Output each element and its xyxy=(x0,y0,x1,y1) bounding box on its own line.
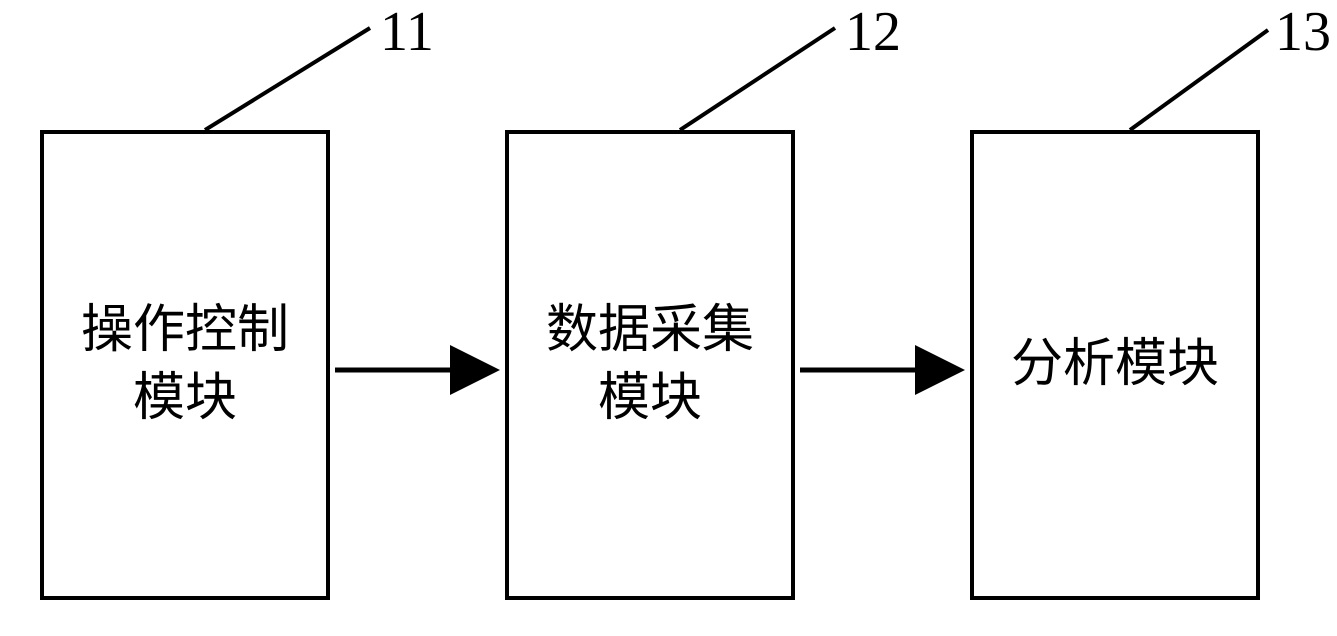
diagram-container: 操作控制 模块 数据采集 模块 分析模块 11 12 13 xyxy=(0,0,1337,636)
box-data-acquisition: 数据采集 模块 xyxy=(505,130,795,600)
ref-number-11: 11 xyxy=(380,0,434,64)
box-label: 数据采集 模块 xyxy=(546,297,754,432)
label-line1: 操作控制 xyxy=(81,302,289,359)
box-label: 操作控制 模块 xyxy=(81,297,289,432)
label-line1: 数据采集 xyxy=(546,302,754,359)
label-line2: 模块 xyxy=(133,370,237,427)
box-operation-control: 操作控制 模块 xyxy=(40,130,330,600)
label-line2: 模块 xyxy=(598,370,702,427)
ref-number-12: 12 xyxy=(845,0,901,64)
ref-number-13: 13 xyxy=(1275,0,1331,64)
box-analysis: 分析模块 xyxy=(970,130,1260,600)
box-label: 分析模块 xyxy=(1011,331,1219,399)
label-line1: 分析模块 xyxy=(1011,336,1219,393)
